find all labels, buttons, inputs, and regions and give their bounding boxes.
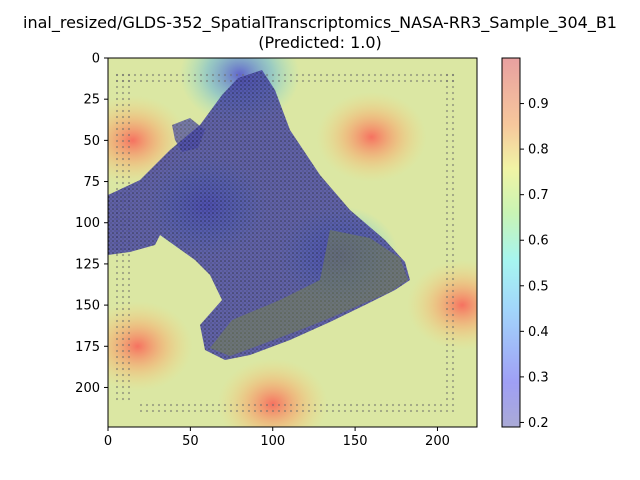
high-region-0	[316, 92, 427, 183]
fiducial-top	[116, 72, 456, 82]
fiducial-right	[442, 72, 456, 402]
colorbar-frame	[501, 57, 521, 428]
high-region-3	[407, 260, 477, 351]
y-tick-label: 150	[75, 299, 100, 314]
colorbar-tick-label: 0.4	[528, 325, 549, 340]
y-tick-label: 75	[83, 175, 100, 190]
colorbar-tick-label: 0.9	[528, 97, 549, 112]
colorbar-tick-label: 0.8	[528, 143, 549, 158]
x-axis-ticks: 0 50 100 150 200	[104, 427, 450, 449]
heatmap-image	[108, 58, 477, 427]
y-tick-label: 0	[92, 52, 100, 67]
colorbar-tick-label: 0.5	[528, 279, 549, 294]
colorbar-tick-label: 0.3	[528, 370, 549, 385]
fiducial-bottom	[140, 400, 456, 412]
x-tick-label: 0	[104, 434, 112, 449]
plot-frame	[107, 57, 478, 428]
x-tick-label: 50	[182, 434, 199, 449]
colorbar-tick-label: 0.2	[528, 416, 549, 431]
y-tick-label: 200	[75, 381, 100, 396]
colorbar-gradient	[502, 58, 520, 427]
y-tick-label: 25	[83, 93, 100, 108]
chart-title-line1: inal_resized/GLDS-352_SpatialTranscripto…	[23, 13, 617, 32]
y-tick-label: 175	[75, 340, 100, 355]
y-tick-label: 50	[83, 134, 100, 149]
y-tick-label: 100	[75, 216, 100, 231]
colorbar-tick-label: 0.6	[528, 234, 549, 249]
tissue-edge-rim	[210, 230, 408, 356]
x-tick-label: 150	[343, 434, 368, 449]
chart-title-line2: (Predicted: 1.0)	[258, 33, 382, 52]
colorbar-tick-label: 0.7	[528, 188, 549, 203]
x-tick-label: 200	[425, 434, 450, 449]
tissue-fragment	[172, 118, 205, 152]
colorbar-ticks: 0.9 0.8 0.7 0.6 0.5 0.4 0.3 0.2	[520, 97, 549, 431]
y-tick-label: 125	[75, 257, 100, 272]
x-tick-label: 100	[260, 434, 285, 449]
y-axis-ticks: 0 25 50 75 100 125 150 175 200	[75, 52, 108, 396]
